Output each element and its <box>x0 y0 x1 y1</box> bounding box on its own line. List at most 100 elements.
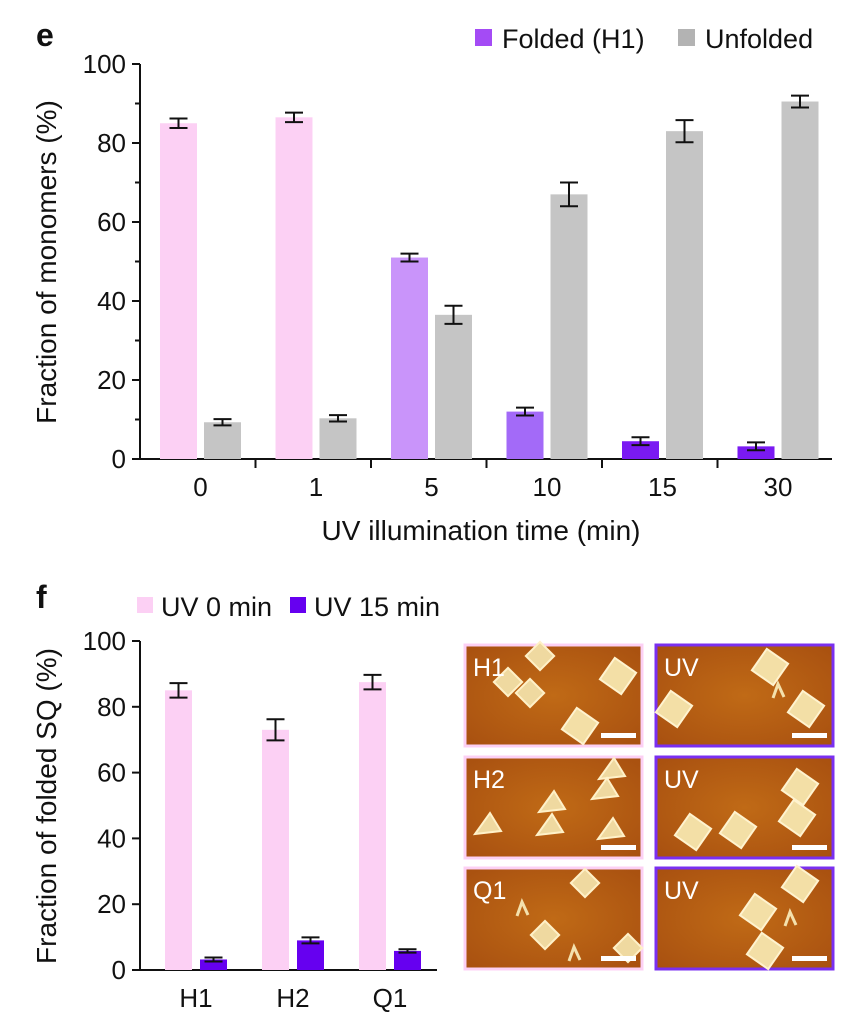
origami-triangle <box>589 776 620 801</box>
bar-folded-h1--10 <box>506 411 544 459</box>
error-bar <box>301 936 320 945</box>
bar-folded-h1--15 <box>622 441 659 459</box>
afm-image-1: H1 <box>463 640 644 748</box>
x-tick-label: 0 <box>193 472 207 502</box>
panel-e-letter: e <box>36 17 54 53</box>
chart-e-xlabel: UV illumination time (min) <box>322 515 641 546</box>
y-tick-label: 80 <box>97 128 126 158</box>
x-tick-label: 10 <box>533 472 562 502</box>
legend-swatch-uv0 <box>137 597 153 613</box>
bar-uv-0-min-h1 <box>165 690 192 970</box>
legend-label-unfolded: Unfolded <box>705 24 813 54</box>
bar-folded-h1--0 <box>160 123 197 459</box>
origami-square <box>718 810 758 850</box>
origami-square <box>654 689 694 729</box>
afm-image-3: H2 <box>463 755 644 860</box>
error-bar <box>169 117 188 129</box>
afm-image-label: Q1 <box>473 877 506 905</box>
legend-swatch-unfolded <box>678 29 695 46</box>
panel-e-legend: Folded (H1) Unfolded <box>475 24 813 54</box>
bar-folded-h1--5 <box>391 257 428 459</box>
origami-hexagon <box>529 919 561 951</box>
bar-unfolded-0 <box>204 422 241 459</box>
error-bar <box>560 181 578 208</box>
scale-bar <box>792 733 827 738</box>
bar-unfolded-15 <box>666 131 703 459</box>
origami-square <box>777 798 817 838</box>
legend-swatch-uv15 <box>290 597 306 613</box>
x-tick-label: 1 <box>309 472 323 502</box>
y-tick-label: 0 <box>112 955 126 985</box>
origami-square <box>745 931 785 971</box>
y-tick-label: 20 <box>97 889 126 919</box>
bar-uv-15-min-h2 <box>297 940 324 970</box>
micrograph-grid: H1 UV H2 UV Q1 UV <box>463 640 835 971</box>
panel-f-legend: UV 0 min UV 15 min <box>137 592 440 622</box>
error-bar <box>675 119 694 144</box>
y-tick-label: 60 <box>97 758 126 788</box>
bar-uv-15-min-h1 <box>200 959 227 970</box>
origami-square <box>598 656 638 696</box>
origami-square <box>750 647 790 687</box>
error-bar <box>516 406 534 417</box>
origami-square <box>780 767 820 807</box>
chart-f-ylabel: Fraction of folded SQ (%) <box>31 648 62 964</box>
origami-hexagon <box>612 932 644 964</box>
legend-swatch-folded <box>475 29 492 46</box>
error-bar <box>213 418 232 427</box>
afm-image-label: H1 <box>473 654 505 682</box>
bar-uv-0-min-q1 <box>359 682 386 970</box>
error-bar <box>285 111 303 124</box>
y-tick-label: 100 <box>83 49 126 79</box>
error-bar <box>400 252 419 263</box>
origami-hexagon <box>492 666 524 698</box>
scale-bar <box>601 845 636 850</box>
panel-f-letter: f <box>36 579 47 615</box>
y-tick-label: 0 <box>112 444 126 474</box>
origami-fragment <box>771 680 786 699</box>
afm-image-label: H2 <box>473 766 505 794</box>
bar-uv-0-min-h2 <box>262 729 289 970</box>
bar-unfolded-30 <box>781 101 819 460</box>
origami-square <box>560 706 600 746</box>
origami-triangle <box>596 756 627 781</box>
bar-folded-h1--1 <box>275 117 313 459</box>
afm-image-frame <box>463 866 644 971</box>
origami-square <box>786 689 826 729</box>
x-tick-label: 5 <box>424 472 438 502</box>
afm-image-6: UV <box>654 864 835 971</box>
y-tick-label: 80 <box>97 692 126 722</box>
origami-fragment <box>567 943 582 962</box>
origami-hexagon <box>524 640 556 672</box>
afm-image-label: UV <box>664 877 699 905</box>
origami-fragment <box>783 908 798 927</box>
error-bar <box>398 948 417 954</box>
x-tick-label: H1 <box>179 983 212 1013</box>
chart-e-ylabel: Fraction of monomers (%) <box>31 100 62 424</box>
error-bar <box>791 94 809 109</box>
bar-unfolded-10 <box>550 194 588 459</box>
origami-hexagon <box>569 867 601 899</box>
afm-image-5: Q1 <box>463 866 644 971</box>
error-bar <box>747 441 765 452</box>
afm-image-4: UV <box>654 755 835 860</box>
error-bar <box>266 718 285 742</box>
origami-triangle <box>595 816 626 841</box>
error-bar <box>363 673 382 691</box>
legend-label-uv0: UV 0 min <box>161 592 272 622</box>
bar-folded-h1--30 <box>737 446 775 459</box>
error-bar <box>631 436 650 447</box>
y-tick-label: 20 <box>97 365 126 395</box>
x-tick-label: H2 <box>276 983 309 1013</box>
bar-unfolded-1 <box>319 418 357 459</box>
origami-square <box>673 812 713 852</box>
y-tick-label: 40 <box>97 823 126 853</box>
scale-bar <box>792 956 827 961</box>
y-tick-label: 60 <box>97 207 126 237</box>
bar-uv-15-min-q1 <box>394 950 421 970</box>
scale-bar <box>601 733 636 738</box>
origami-square <box>738 892 778 932</box>
bar-unfolded-5 <box>435 314 472 459</box>
